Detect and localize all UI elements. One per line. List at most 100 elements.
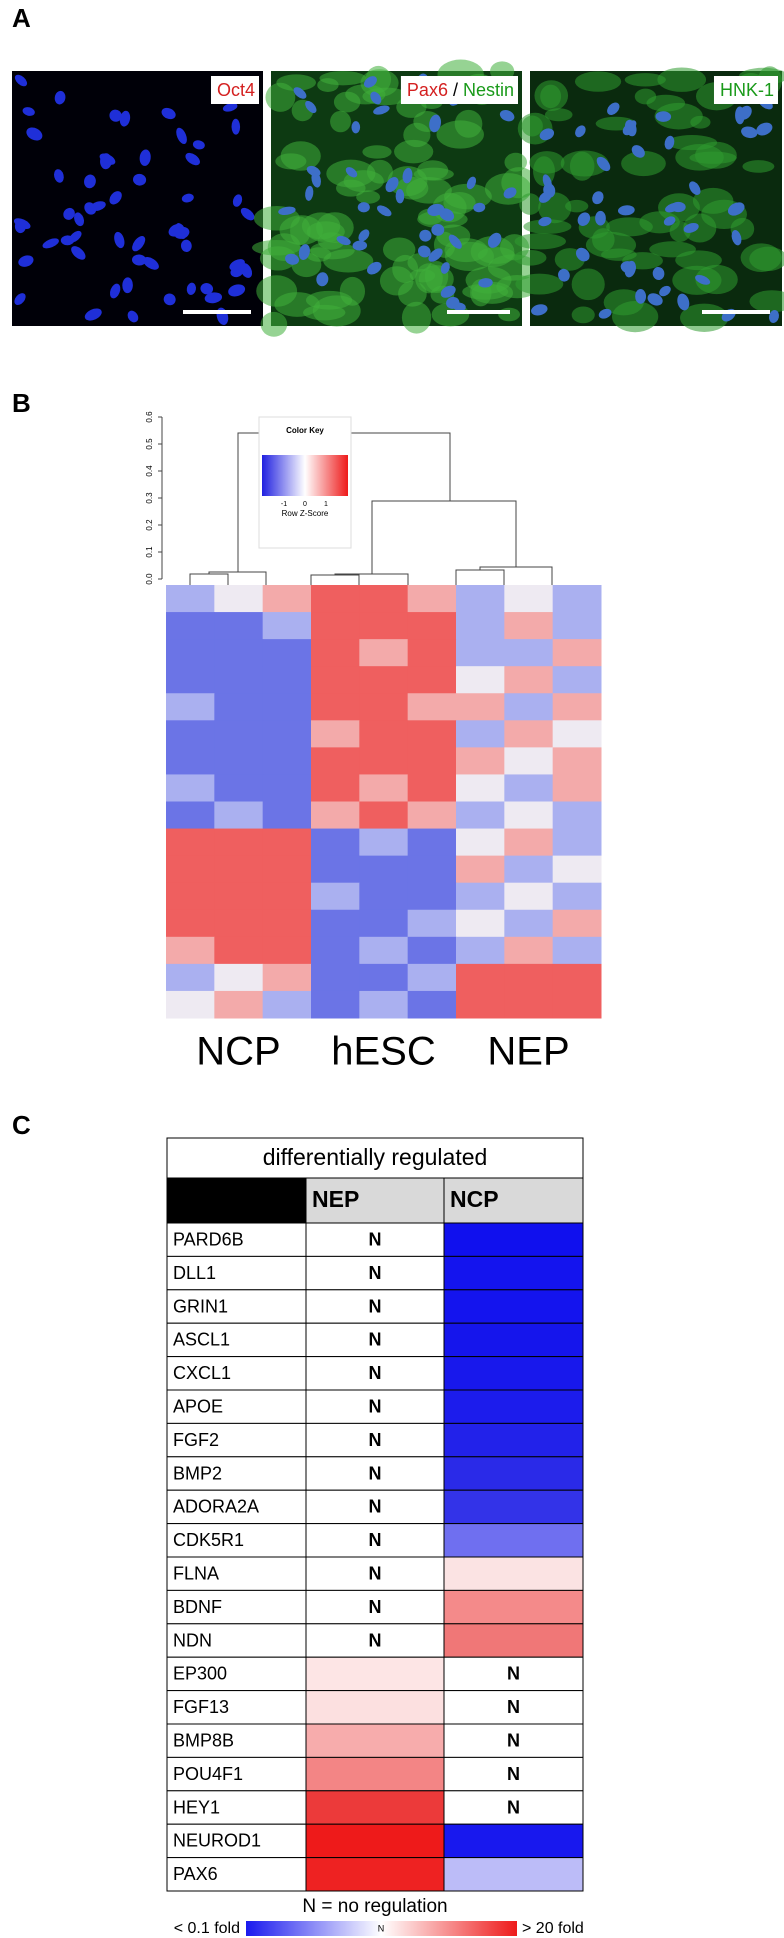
heatmap-cell	[263, 774, 312, 802]
gene-name: CDK5R1	[173, 1530, 244, 1550]
no-regulation: N	[369, 1396, 382, 1416]
gene-name: CXCL1	[173, 1363, 231, 1383]
dendrogram-tick-label: 0.6	[145, 411, 154, 423]
heatmap-cell	[553, 639, 602, 667]
heatmap-cell	[553, 720, 602, 748]
heatmap-cell	[263, 666, 312, 694]
heatmap-cell	[166, 964, 215, 992]
regulation-cell	[306, 1757, 444, 1790]
no-regulation: N	[369, 1497, 382, 1517]
heatmap-cell	[504, 829, 553, 857]
no-regulation: N	[369, 1530, 382, 1550]
no-regulation: N	[369, 1363, 382, 1383]
heatmap-cell	[166, 774, 215, 802]
gene-name: FGF13	[173, 1697, 229, 1717]
gene-name: NDN	[173, 1630, 212, 1650]
heatmap-cell	[456, 747, 505, 775]
heatmap-cell	[408, 693, 457, 721]
heatmap-cell	[214, 856, 263, 884]
heatmap-cell	[408, 639, 457, 667]
heatmap-cell	[456, 802, 505, 830]
heatmap-cell	[214, 829, 263, 857]
heatmap-cell	[456, 639, 505, 667]
heatmap-cell	[359, 937, 408, 965]
color-key-tick: -1	[281, 501, 287, 508]
heatmap-cell	[166, 829, 215, 857]
heatmap-cell	[311, 937, 360, 965]
heatmap-cell	[504, 639, 553, 667]
heatmap-cell	[214, 964, 263, 992]
heatmap-cell	[166, 666, 215, 694]
cell-body	[498, 308, 520, 322]
heatmap-cell	[456, 856, 505, 884]
heatmap-cell	[311, 612, 360, 640]
cell-body	[330, 111, 351, 132]
heatmap-cell	[553, 612, 602, 640]
cell-body	[504, 153, 527, 172]
heatmap-cell	[553, 937, 602, 965]
dendrogram-tick-label: 0.5	[145, 438, 154, 450]
gene-name: EP300	[173, 1664, 227, 1684]
regulation-cell	[444, 1323, 583, 1356]
heatmap-cell	[408, 612, 457, 640]
heatmap-cell	[553, 991, 602, 1019]
heatmap-cell	[166, 883, 215, 911]
heatmap-cell	[359, 991, 408, 1019]
gene-name: HEY1	[173, 1797, 220, 1817]
heatmap-cell	[408, 856, 457, 884]
marker-label: Oct4	[217, 80, 255, 100]
heatmap-cell	[263, 991, 312, 1019]
heatmap-cell	[553, 585, 602, 613]
heatmap-cell	[263, 964, 312, 992]
cell-body	[635, 89, 656, 105]
heatmap-cell	[504, 802, 553, 830]
heatmap-cell	[504, 585, 553, 613]
color-key-tick: 0	[303, 501, 307, 508]
regulation-cell	[444, 1557, 583, 1590]
dendrogram-tick-label: 0.1	[145, 546, 154, 558]
gene-name: APOE	[173, 1396, 223, 1416]
heatmap-cell	[166, 720, 215, 748]
heatmap-cell	[214, 747, 263, 775]
heatmap-cell	[456, 829, 505, 857]
dendrogram-tick-label: 0.3	[145, 492, 154, 504]
heatmap-cell	[263, 829, 312, 857]
heatmap-cell	[214, 639, 263, 667]
no-regulation: N	[369, 1296, 382, 1316]
regulation-cell	[306, 1724, 444, 1757]
heatmap-cell	[408, 829, 457, 857]
heatmap-cell	[166, 856, 215, 884]
heatmap-cell	[553, 910, 602, 938]
heatmap-cell	[456, 910, 505, 938]
heatmap-cell	[311, 910, 360, 938]
dendrogram-tick-label: 0.0	[145, 573, 154, 585]
gene-name: DLL1	[173, 1263, 216, 1283]
heatmap-cell	[263, 937, 312, 965]
heatmap-cell	[263, 747, 312, 775]
heatmap-cell	[311, 991, 360, 1019]
cell-body	[515, 233, 566, 249]
table-title: differentially regulated	[263, 1144, 488, 1170]
heatmap-cell	[359, 883, 408, 911]
cell-body	[534, 80, 568, 111]
heatmap-cell	[456, 883, 505, 911]
no-regulation: N	[507, 1797, 520, 1817]
heatmap-cell	[553, 829, 602, 857]
cell-body	[261, 312, 288, 337]
heatmap-cell	[311, 585, 360, 613]
regulation-cell	[444, 1256, 583, 1289]
heatmap-cell	[311, 964, 360, 992]
heatmap-cell	[408, 964, 457, 992]
heatmap-cell	[263, 856, 312, 884]
cell-body	[256, 275, 297, 307]
heatmap-cell	[359, 802, 408, 830]
gene-name: BDNF	[173, 1597, 222, 1617]
regulation-cell	[444, 1457, 583, 1490]
regulation-cell	[306, 1691, 444, 1724]
heatmap-cell	[166, 693, 215, 721]
heatmap-cell	[504, 612, 553, 640]
heatmap-cell	[456, 937, 505, 965]
heatmap-cell	[214, 612, 263, 640]
no-regulation: N	[369, 1463, 382, 1483]
heatmap-cell	[359, 720, 408, 748]
